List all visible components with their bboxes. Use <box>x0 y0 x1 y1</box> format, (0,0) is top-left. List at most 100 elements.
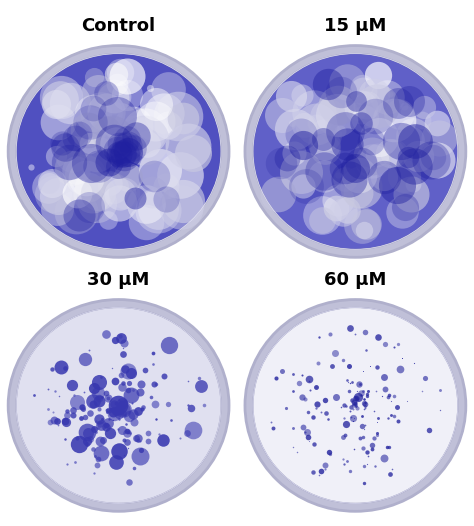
Point <box>151 117 159 126</box>
Point <box>116 414 123 423</box>
Point <box>349 399 356 408</box>
Title: 30 μM: 30 μM <box>87 271 150 289</box>
Point <box>348 378 356 387</box>
Point <box>89 425 97 433</box>
Point <box>109 416 117 424</box>
Point <box>305 377 313 385</box>
Point <box>436 386 444 394</box>
Point <box>64 460 71 469</box>
Point <box>137 446 145 454</box>
Point <box>355 380 363 389</box>
Point <box>357 390 365 399</box>
Point <box>321 465 328 473</box>
Point <box>70 391 78 399</box>
Point <box>116 190 123 199</box>
Point <box>98 393 105 401</box>
Point <box>314 358 322 367</box>
Point <box>85 346 92 355</box>
Point <box>89 400 97 409</box>
Point <box>72 208 80 216</box>
Point <box>95 389 102 397</box>
Point <box>120 404 128 413</box>
Point <box>343 376 351 385</box>
Point <box>70 406 77 414</box>
Point <box>112 458 120 466</box>
Point <box>111 377 118 385</box>
Point <box>118 398 125 407</box>
Point <box>337 402 345 411</box>
Point <box>131 129 138 137</box>
Ellipse shape <box>245 46 466 257</box>
Point <box>341 164 349 173</box>
Point <box>84 429 92 438</box>
Point <box>127 369 135 377</box>
Point <box>124 428 131 437</box>
Point <box>73 166 80 174</box>
Point <box>306 386 314 394</box>
Point <box>405 97 413 106</box>
Point <box>135 436 142 444</box>
Point <box>112 399 119 407</box>
Point <box>104 216 112 224</box>
Point <box>320 167 328 175</box>
Point <box>368 444 375 453</box>
Point <box>73 398 81 406</box>
Point <box>318 211 326 219</box>
Point <box>66 99 74 107</box>
Point <box>86 435 93 443</box>
Point <box>371 407 378 416</box>
Point <box>85 203 93 211</box>
Point <box>124 142 131 150</box>
Point <box>30 391 38 400</box>
Point <box>380 173 388 181</box>
Point <box>403 397 411 405</box>
Point <box>385 390 392 399</box>
Point <box>347 403 355 411</box>
Point <box>393 402 401 411</box>
Point <box>343 206 351 215</box>
Point <box>92 417 100 426</box>
Point <box>429 153 437 161</box>
Point <box>145 437 152 445</box>
Point <box>97 448 104 457</box>
Point <box>95 162 102 170</box>
Point <box>45 405 52 413</box>
Point <box>374 102 381 110</box>
Point <box>96 436 104 444</box>
Point <box>303 428 311 436</box>
Point <box>187 404 195 412</box>
Point <box>129 122 137 130</box>
Point <box>346 407 354 416</box>
Point <box>433 118 440 127</box>
Point <box>364 101 371 109</box>
Point <box>409 179 417 188</box>
Point <box>289 423 297 432</box>
Point <box>321 461 329 469</box>
Point <box>52 100 60 108</box>
Point <box>299 422 307 431</box>
Point <box>359 387 366 395</box>
Point <box>345 361 353 370</box>
Point <box>346 379 354 388</box>
Point <box>95 397 103 406</box>
Point <box>327 329 334 338</box>
Point <box>125 444 132 452</box>
Point <box>343 78 350 86</box>
Point <box>120 151 128 159</box>
Point <box>104 393 111 402</box>
Point <box>113 405 120 413</box>
Point <box>102 423 109 431</box>
Point <box>305 432 312 441</box>
Point <box>140 136 147 145</box>
Point <box>114 146 121 155</box>
Point <box>151 380 158 389</box>
Point <box>360 225 368 234</box>
Point <box>113 80 120 88</box>
Point <box>362 219 369 228</box>
Point <box>353 404 361 412</box>
Point <box>184 142 192 150</box>
Point <box>135 433 142 442</box>
Point <box>179 114 187 123</box>
Point <box>322 409 330 417</box>
Point <box>117 407 125 415</box>
